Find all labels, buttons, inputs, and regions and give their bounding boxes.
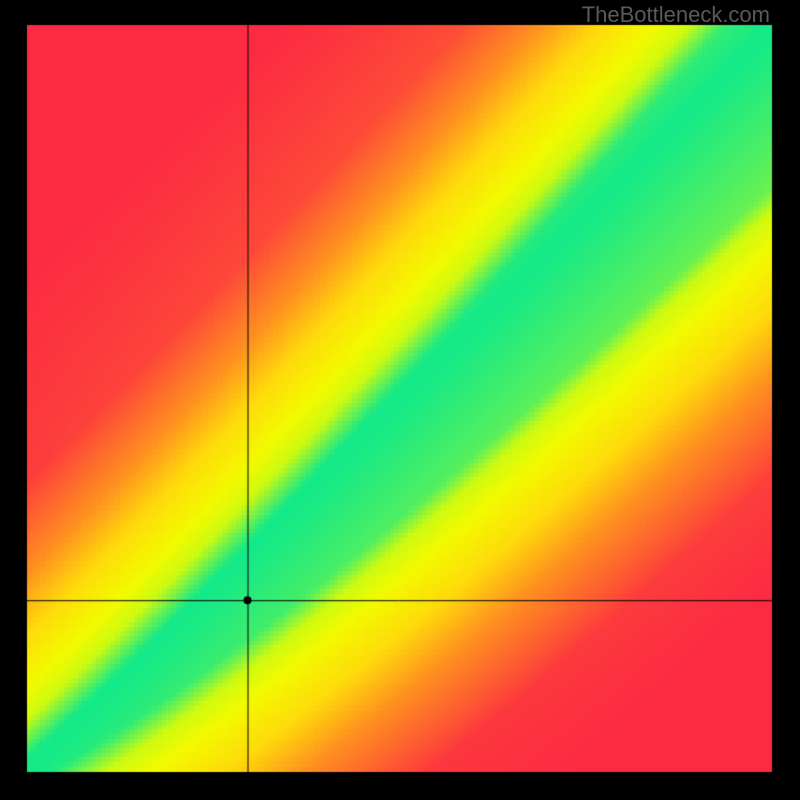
bottleneck-heatmap <box>0 0 800 800</box>
watermark-text: TheBottleneck.com <box>582 2 770 28</box>
chart-container: TheBottleneck.com <box>0 0 800 800</box>
